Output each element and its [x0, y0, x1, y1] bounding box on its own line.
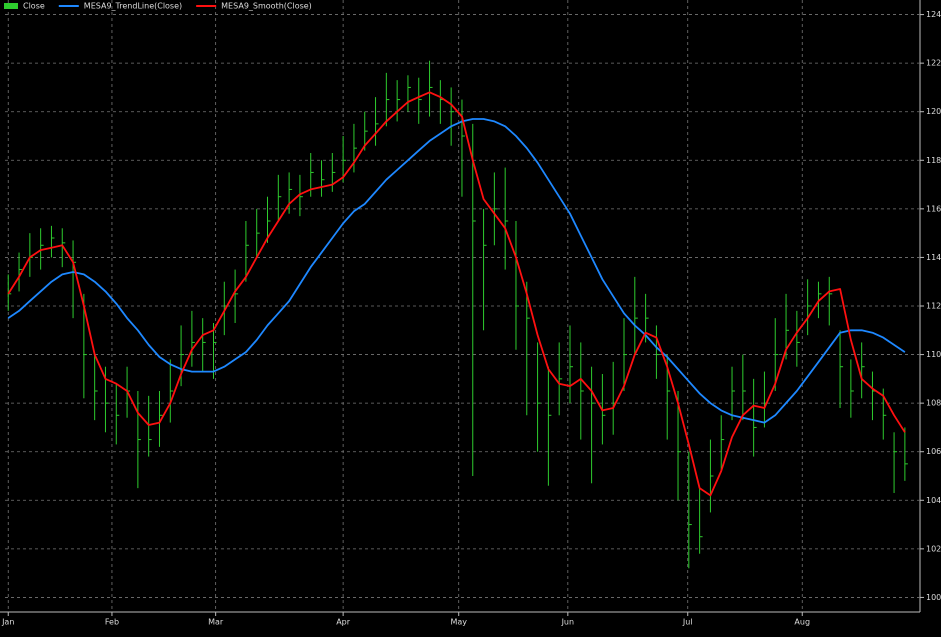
y-tick-label: 106 — [926, 447, 941, 456]
y-tick-label: 120 — [926, 107, 941, 116]
indicator-line — [7, 91, 906, 497]
y-tick-label: 110 — [926, 350, 941, 359]
x-tick-label: May — [450, 618, 467, 627]
x-tick-label: Mar — [208, 618, 224, 627]
indicator-line — [7, 118, 906, 424]
y-tick-label: 102 — [926, 544, 941, 553]
x-tick-label: Aug — [794, 618, 810, 627]
y-tick-label: 114 — [926, 253, 941, 262]
y-tick-label: 116 — [926, 204, 941, 213]
y-tick-label: 108 — [926, 399, 941, 408]
x-tick-label: Jun — [561, 618, 575, 627]
legend-label: MESA9_Smooth(Close) — [221, 2, 312, 11]
legend-label: MESA9_TrendLine(Close) — [84, 2, 182, 11]
x-tick-label: Jul — [682, 618, 693, 627]
legend-label: Close — [23, 2, 45, 11]
y-tick-label: 112 — [926, 302, 941, 311]
y-tick-label: 118 — [926, 156, 941, 165]
x-tick-label: Apr — [336, 618, 351, 627]
y-tick-label: 124 — [926, 10, 941, 19]
y-tick-label: 122 — [926, 59, 941, 68]
x-tick-label: Jan — [1, 618, 14, 627]
legend-swatch — [4, 3, 18, 9]
x-tick-label: Feb — [105, 618, 119, 627]
y-tick-label: 100 — [926, 593, 941, 602]
y-tick-label: 104 — [926, 496, 941, 505]
